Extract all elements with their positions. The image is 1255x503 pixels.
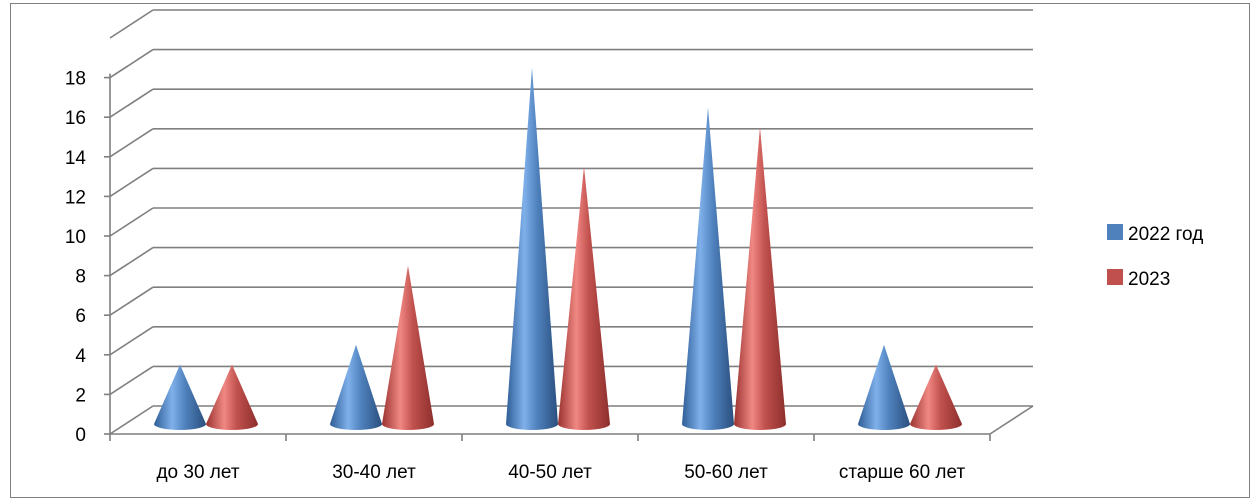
x-axis-labels: до 30 лет 30-40 лет 40-50 лет 50-60 лет стар… <box>156 462 965 483</box>
cone-body <box>506 67 558 430</box>
x-tick-label: 40-50 лет <box>508 462 592 483</box>
x-tick-label: 50-60 лет <box>684 462 768 483</box>
cone-body <box>330 344 382 430</box>
side-gridline <box>109 365 154 396</box>
cone-body <box>682 107 734 430</box>
cone-body <box>910 364 962 430</box>
side-gridline <box>109 9 154 39</box>
cone-mark <box>682 107 734 430</box>
cone-body <box>382 265 434 430</box>
side-gridline <box>109 167 154 198</box>
legend-label: 2022 год <box>1128 224 1203 245</box>
cone-body <box>154 364 206 430</box>
gridlines <box>109 9 1033 435</box>
side-gridline <box>109 48 154 79</box>
legend-label: 2023 <box>1128 269 1170 290</box>
y-tick-label: 0 <box>75 425 86 446</box>
cones <box>154 67 962 430</box>
cone-mark <box>734 127 786 430</box>
cone-mark <box>910 364 962 430</box>
y-axis-ticks: 0 2 4 6 8 10 12 14 16 18 <box>65 69 110 446</box>
cone-body <box>206 364 258 430</box>
side-gridline <box>109 246 154 277</box>
x-tick-label: 30-40 лет <box>332 462 416 483</box>
cone-body <box>734 127 786 430</box>
cone-mark <box>858 344 910 430</box>
cone-body <box>858 344 910 430</box>
cone-mark <box>506 67 558 430</box>
side-gridline <box>109 128 154 158</box>
side-gridline <box>109 88 154 118</box>
x-tick-label: старше 60 лет <box>839 462 966 483</box>
side-gridline <box>109 207 154 237</box>
y-tick-label: 16 <box>65 108 86 129</box>
legend: 2022 год 2023 <box>1107 224 1203 290</box>
cone-mark <box>206 364 258 430</box>
y-tick-label: 10 <box>65 227 86 248</box>
y-tick-label: 8 <box>75 267 86 288</box>
cone-mark <box>558 166 610 430</box>
y-tick-label: 18 <box>65 69 86 90</box>
cone-body <box>558 166 610 430</box>
y-tick-label: 14 <box>65 148 87 169</box>
y-tick-label: 6 <box>75 306 86 327</box>
legend-swatch <box>1107 224 1123 240</box>
legend-entry: 2022 год <box>1107 224 1203 245</box>
y-tick-label: 4 <box>75 346 86 367</box>
y-tick-label: 2 <box>75 385 86 406</box>
side-gridline <box>109 405 154 435</box>
x-tick-label: до 30 лет <box>156 462 239 483</box>
cone-mark <box>382 265 434 430</box>
legend-entry: 2023 <box>1107 269 1170 290</box>
side-gridline <box>109 326 154 356</box>
cone-mark <box>330 344 382 430</box>
side-gridline <box>109 286 154 316</box>
legend-swatch <box>1107 269 1123 285</box>
y-tick-label: 12 <box>65 187 86 208</box>
cone-mark <box>154 364 206 430</box>
